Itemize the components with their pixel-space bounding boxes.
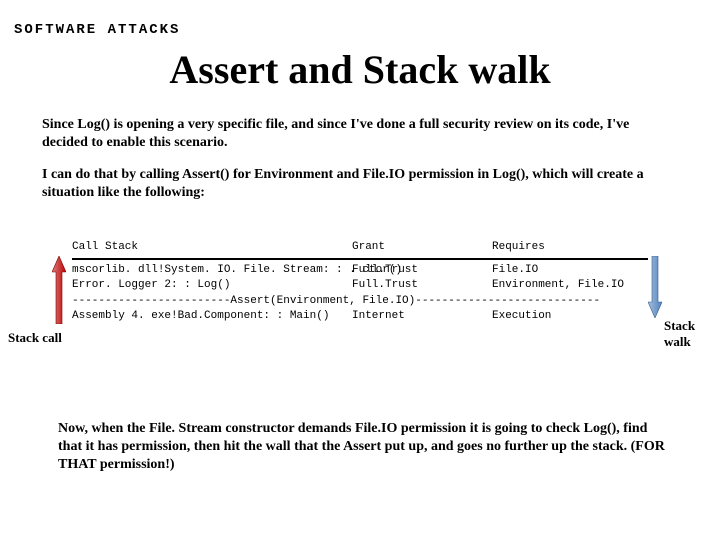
- cell-grant: Full.Trust: [352, 263, 492, 278]
- table-rule: [72, 258, 648, 260]
- cell-call: Assembly 4. exe!Bad.Component: : Main(): [72, 309, 352, 324]
- header-label: software attacks: [14, 22, 180, 38]
- page-title: Assert and Stack walk: [0, 46, 720, 93]
- table-row: mscorlib. dll!System. IO. File. Stream: …: [72, 263, 648, 278]
- column-header-callstack: Call Stack: [72, 240, 352, 255]
- assert-divider: ------------------------Assert(Environme…: [72, 294, 648, 309]
- column-header-grant: Grant: [352, 240, 492, 255]
- cell-call: mscorlib. dll!System. IO. File. Stream: …: [72, 263, 352, 278]
- stack-walk-label: Stack walk: [664, 318, 720, 350]
- table-header-row: Call Stack Grant Requires: [72, 240, 648, 255]
- outro-paragraph: Now, when the File. Stream constructor d…: [58, 420, 670, 475]
- stack-call-label: Stack call: [8, 330, 62, 346]
- cell-grant: Full.Trust: [352, 278, 492, 293]
- cell-req: Execution: [492, 309, 648, 324]
- cell-call: Error. Logger 2: : Log(): [72, 278, 352, 293]
- table-row: Assembly 4. exe!Bad.Component: : Main() …: [72, 309, 648, 324]
- cell-req: File.IO: [492, 263, 648, 278]
- arrow-down-icon: [648, 256, 662, 318]
- cell-grant: Internet: [352, 309, 492, 324]
- cell-req: Environment, File.IO: [492, 278, 648, 293]
- arrow-up-icon: [52, 256, 66, 324]
- table-row: Error. Logger 2: : Log() Full.Trust Envi…: [72, 278, 648, 293]
- intro-paragraph-2: I can do that by calling Assert() for En…: [42, 166, 678, 202]
- column-header-requires: Requires: [492, 240, 648, 255]
- intro-paragraph-1: Since Log() is opening a very specific f…: [42, 116, 678, 152]
